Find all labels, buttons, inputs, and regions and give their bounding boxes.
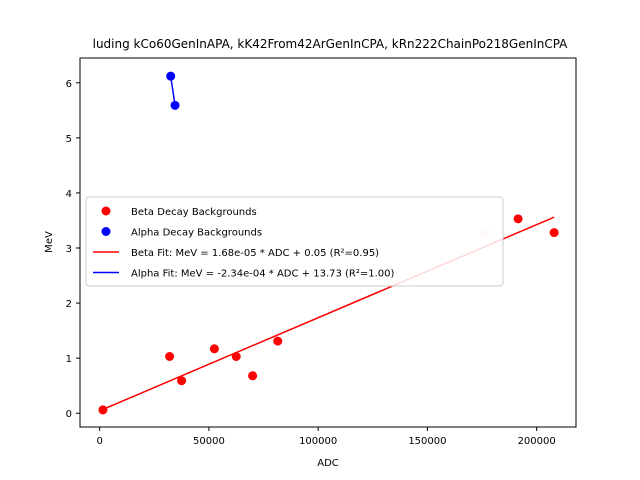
legend-label: Alpha Fit: MeV = -2.34e-04 * ADC + 13.73…: [131, 269, 395, 280]
x-tick-label: 50000: [193, 436, 225, 447]
chart-title: luding kCo60GenInAPA, kK42From42ArGenInC…: [93, 37, 569, 51]
y-tick-label: 6: [66, 79, 72, 90]
legend: Beta Decay Backgrounds Alpha Decay Backgr…: [85, 196, 504, 287]
data-point: [177, 376, 187, 386]
data-point: [209, 344, 219, 354]
y-axis: 0 1 2 3 4 5 6: [66, 79, 80, 420]
data-point: [549, 228, 559, 238]
data-point: [165, 352, 175, 362]
legend-box: [85, 196, 504, 287]
data-point: [166, 71, 176, 81]
y-tick-label: 0: [66, 409, 72, 420]
data-point: [98, 405, 108, 415]
legend-label: Alpha Decay Backgrounds: [131, 228, 262, 239]
data-point: [248, 371, 258, 381]
fit-line-2: [169, 76, 176, 106]
y-tick-label: 5: [66, 134, 72, 145]
x-tick-label: 0: [96, 436, 102, 447]
legend-marker: [101, 227, 111, 236]
legend-label: Beta Decay Backgrounds: [131, 207, 257, 218]
data-point: [231, 352, 241, 362]
legend-label: Beta Fit: MeV = 1.68e-05 * ADC + 0.05 (R…: [131, 248, 379, 259]
data-point: [273, 336, 283, 346]
x-axis-label: ADC: [317, 458, 339, 469]
x-axis: 0 50000 100000 150000 200000: [96, 427, 556, 447]
y-tick-label: 1: [66, 354, 72, 365]
y-tick-label: 2: [66, 299, 72, 310]
x-tick-label: 150000: [408, 436, 446, 447]
y-tick-label: 4: [66, 189, 72, 200]
y-tick-label: 3: [66, 244, 72, 255]
legend-marker: [101, 206, 111, 216]
data-point: [513, 214, 523, 224]
x-tick-label: 200000: [518, 436, 556, 447]
x-tick-label: 100000: [299, 436, 337, 447]
y-axis-label: MeV: [44, 231, 55, 253]
data-point: [170, 100, 180, 110]
axes-frame: [79, 57, 577, 428]
